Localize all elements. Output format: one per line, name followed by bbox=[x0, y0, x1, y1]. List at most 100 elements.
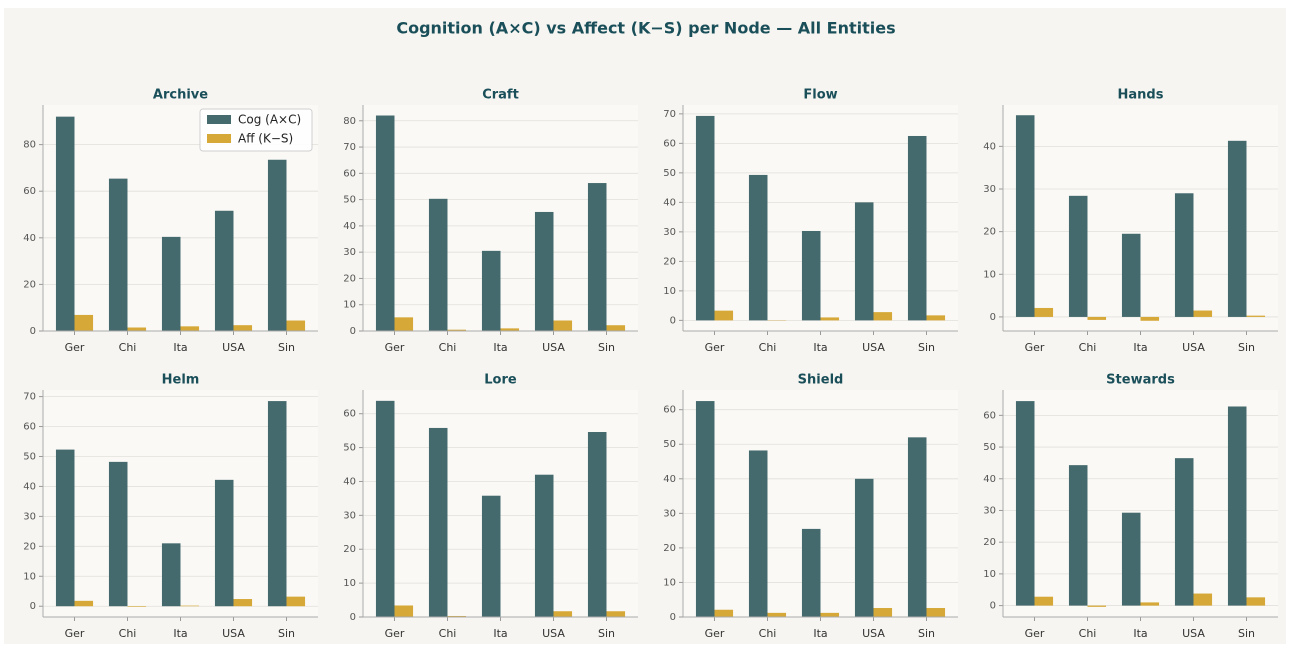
bar bbox=[1227, 406, 1247, 606]
y-tick-label: 40 bbox=[23, 481, 36, 492]
y-tick-label: 60 bbox=[23, 186, 36, 197]
y-tick-label: 50 bbox=[23, 451, 36, 462]
bar bbox=[534, 474, 554, 617]
bar bbox=[161, 236, 181, 331]
y-tick-label: 60 bbox=[343, 409, 356, 420]
y-tick-label: 20 bbox=[23, 541, 36, 552]
y-tick-label: 20 bbox=[23, 279, 36, 290]
bar bbox=[1140, 602, 1160, 606]
y-tick-label: 80 bbox=[23, 140, 36, 151]
bar bbox=[714, 310, 734, 321]
bar bbox=[286, 596, 306, 607]
bar bbox=[854, 202, 874, 321]
y-tick-label: 10 bbox=[343, 300, 356, 311]
y-tick-label: 60 bbox=[343, 168, 356, 179]
y-tick-label: 20 bbox=[983, 227, 996, 238]
bar bbox=[214, 210, 234, 331]
x-tick-label: USA bbox=[862, 627, 885, 640]
bar bbox=[1121, 512, 1141, 606]
bar bbox=[1015, 115, 1035, 317]
y-tick-label: 20 bbox=[663, 543, 676, 554]
x-tick-label: Ger bbox=[1025, 341, 1045, 354]
bar bbox=[553, 320, 573, 331]
bar bbox=[587, 183, 607, 331]
bar bbox=[926, 315, 946, 321]
x-tick-label: Sin bbox=[598, 627, 615, 640]
bar bbox=[553, 611, 573, 617]
x-tick-label: Sin bbox=[278, 627, 295, 640]
bar bbox=[1246, 597, 1266, 606]
y-tick-label: 40 bbox=[343, 221, 356, 232]
y-tick-label: 0 bbox=[990, 601, 996, 612]
legend-label: Aff (K−S) bbox=[238, 132, 293, 146]
x-tick-label: Ger bbox=[1025, 627, 1045, 640]
bar bbox=[394, 317, 414, 331]
bar bbox=[926, 608, 946, 617]
bar bbox=[394, 605, 414, 617]
bar bbox=[447, 615, 467, 617]
bar bbox=[907, 437, 927, 617]
y-tick-label: 0 bbox=[670, 612, 676, 623]
y-tick-label: 50 bbox=[343, 195, 356, 206]
x-tick-label: Ita bbox=[1133, 627, 1147, 640]
bar bbox=[1246, 315, 1266, 317]
bar bbox=[161, 543, 181, 607]
x-tick-label: Chi bbox=[439, 341, 457, 354]
y-tick-label: 10 bbox=[343, 578, 356, 589]
y-tick-label: 60 bbox=[663, 138, 676, 149]
bar bbox=[1034, 596, 1054, 606]
bar bbox=[1087, 605, 1107, 607]
bar bbox=[907, 135, 927, 321]
bar bbox=[1034, 307, 1054, 317]
y-tick-label: 50 bbox=[983, 442, 996, 453]
subplot-title: Stewards bbox=[1106, 373, 1175, 388]
y-tick-label: 80 bbox=[343, 116, 356, 127]
bar bbox=[447, 329, 467, 331]
x-tick-label: Chi bbox=[759, 341, 777, 354]
y-tick-label: 30 bbox=[663, 508, 676, 519]
x-tick-label: Ita bbox=[173, 341, 187, 354]
y-tick-label: 0 bbox=[350, 612, 356, 623]
bar bbox=[375, 400, 395, 617]
bar bbox=[1227, 140, 1247, 317]
y-tick-label: 10 bbox=[663, 286, 676, 297]
y-tick-label: 60 bbox=[983, 410, 996, 421]
x-tick-label: Ita bbox=[173, 627, 187, 640]
y-tick-label: 20 bbox=[983, 537, 996, 548]
bar bbox=[1193, 593, 1213, 606]
bar bbox=[801, 230, 821, 321]
bar bbox=[428, 427, 448, 617]
bar bbox=[1174, 458, 1194, 606]
bar bbox=[481, 250, 501, 331]
y-tick-label: 0 bbox=[350, 326, 356, 337]
x-tick-label: Sin bbox=[1238, 341, 1255, 354]
bar bbox=[1087, 316, 1107, 320]
y-tick-label: 50 bbox=[663, 439, 676, 450]
bar bbox=[587, 432, 607, 617]
legend-swatch bbox=[207, 115, 231, 124]
bar bbox=[233, 325, 253, 331]
bar bbox=[127, 606, 147, 607]
bar bbox=[748, 450, 768, 617]
y-tick-label: 60 bbox=[663, 405, 676, 416]
x-tick-label: Ita bbox=[813, 341, 827, 354]
x-tick-label: Ger bbox=[705, 627, 725, 640]
bar bbox=[695, 115, 715, 321]
bar bbox=[108, 461, 128, 607]
bar bbox=[1068, 195, 1088, 317]
x-tick-label: Ger bbox=[385, 341, 405, 354]
bar bbox=[267, 159, 287, 331]
bar bbox=[375, 115, 395, 331]
bar bbox=[233, 599, 253, 607]
x-tick-label: Sin bbox=[918, 341, 935, 354]
subplot-title: Craft bbox=[482, 88, 519, 103]
y-tick-label: 10 bbox=[663, 577, 676, 588]
x-tick-label: USA bbox=[1182, 341, 1205, 354]
x-tick-label: Chi bbox=[759, 627, 777, 640]
bar bbox=[286, 320, 306, 331]
y-tick-label: 0 bbox=[30, 326, 36, 337]
subplot-title: Archive bbox=[153, 88, 208, 103]
bar bbox=[55, 116, 75, 332]
x-tick-label: Sin bbox=[918, 627, 935, 640]
subplot-title: Helm bbox=[162, 373, 200, 388]
